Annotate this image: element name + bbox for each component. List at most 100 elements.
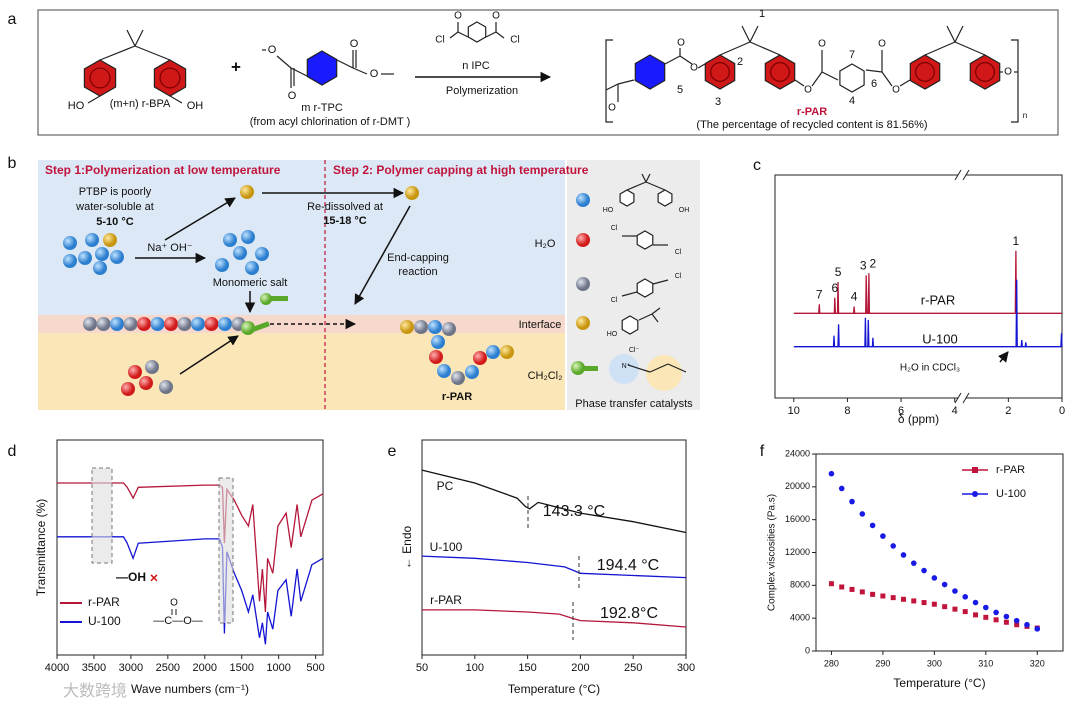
label: HO — [603, 207, 614, 214]
sphere — [93, 261, 107, 275]
series-line — [57, 536, 324, 645]
sphere — [223, 233, 237, 247]
bond — [645, 173, 651, 183]
arrow — [179, 335, 239, 375]
x-tick-label: 300 — [927, 658, 942, 668]
bond — [617, 79, 635, 85]
ring-inner — [770, 62, 790, 82]
series-line — [793, 250, 1062, 314]
label: 4 — [849, 95, 855, 107]
x-tick-label: 4000 — [45, 662, 69, 674]
bond — [645, 181, 666, 191]
highlight — [218, 477, 234, 624]
point — [973, 612, 979, 618]
sphere — [218, 317, 232, 331]
label: m r-TPC — [301, 102, 343, 114]
legend-label: r-PAR — [996, 464, 1025, 476]
arrow — [354, 205, 411, 305]
x-axis-label: Temperature (°C) — [893, 676, 985, 690]
sphere — [139, 376, 153, 390]
label: OH — [187, 100, 204, 112]
catalyst-rod — [584, 366, 598, 371]
point — [870, 591, 876, 597]
label: O — [892, 85, 900, 96]
point — [849, 586, 855, 592]
sphere — [241, 321, 255, 335]
x-tick-label: 6 — [898, 405, 904, 417]
catalyst-rod — [268, 296, 288, 301]
ring-inner — [89, 67, 111, 89]
label: 1 — [759, 8, 765, 20]
point — [828, 581, 834, 587]
panel-label: d — [8, 443, 17, 460]
sphere — [110, 250, 124, 264]
y-tick-label: 8000 — [790, 580, 810, 590]
label: 6 — [871, 78, 877, 90]
x-tick-label: 3000 — [119, 662, 143, 674]
bond — [485, 31, 497, 38]
bond — [954, 41, 986, 56]
label: O — [288, 90, 297, 102]
ring — [657, 189, 673, 207]
y-axis-label: Complex viscosities (Pa.s) — [767, 494, 778, 611]
point — [921, 600, 927, 606]
annotation: O — [170, 598, 178, 609]
annotation: × — [150, 570, 158, 586]
label: HO — [607, 331, 618, 338]
sphere — [121, 382, 135, 396]
label: + — [231, 57, 241, 76]
bracket — [1011, 39, 1019, 123]
sphere — [576, 233, 590, 247]
label: 3 — [715, 96, 721, 108]
sphere — [159, 380, 173, 394]
sphere — [164, 317, 178, 331]
bond — [651, 307, 661, 315]
ring — [634, 54, 666, 90]
x-tick-label: 2 — [1005, 405, 1011, 417]
label: (The percentage of recycled content is 8… — [696, 119, 927, 131]
label: Monomeric salt — [213, 277, 288, 289]
series-label: U-100 — [922, 331, 957, 346]
bracket — [605, 39, 613, 123]
label: n IPC — [462, 60, 490, 72]
panel-label: b — [8, 155, 17, 172]
catalyst-bg — [609, 354, 639, 384]
bond — [134, 29, 144, 47]
label: Step 1:Polymerization at low temperature — [45, 163, 281, 177]
bond — [697, 63, 706, 69]
x-tick-label: 4 — [952, 405, 958, 417]
point — [962, 609, 968, 615]
bond — [449, 31, 459, 39]
watermark: 大数跨境 — [63, 681, 127, 700]
peak-label: 6 — [831, 281, 838, 295]
sphere — [431, 335, 445, 349]
sphere — [63, 254, 77, 268]
bond — [126, 29, 136, 47]
panel-label: e — [388, 443, 397, 460]
label: 7 — [849, 49, 855, 61]
bond — [638, 313, 653, 321]
sphere — [83, 317, 97, 331]
series-label: PC — [437, 479, 454, 493]
annotation: —OH — [116, 570, 146, 584]
bond — [169, 95, 183, 104]
label: O — [268, 44, 277, 56]
point — [993, 617, 999, 623]
sphere — [63, 236, 77, 250]
point — [1024, 621, 1030, 628]
bond — [749, 25, 759, 43]
series-line — [422, 609, 687, 628]
bond — [336, 59, 354, 69]
x-tick-label: 100 — [466, 662, 484, 674]
peak-label: 3 — [860, 259, 867, 273]
y-tick-label: 20000 — [785, 481, 810, 491]
x-tick-label: 2000 — [193, 662, 217, 674]
bond — [495, 31, 505, 39]
label: End-capping — [387, 252, 449, 264]
label: O — [454, 11, 462, 22]
sphere — [437, 364, 451, 378]
ring-inner — [975, 62, 995, 82]
arrow — [997, 351, 1009, 363]
bond — [924, 41, 956, 56]
point — [941, 581, 948, 588]
